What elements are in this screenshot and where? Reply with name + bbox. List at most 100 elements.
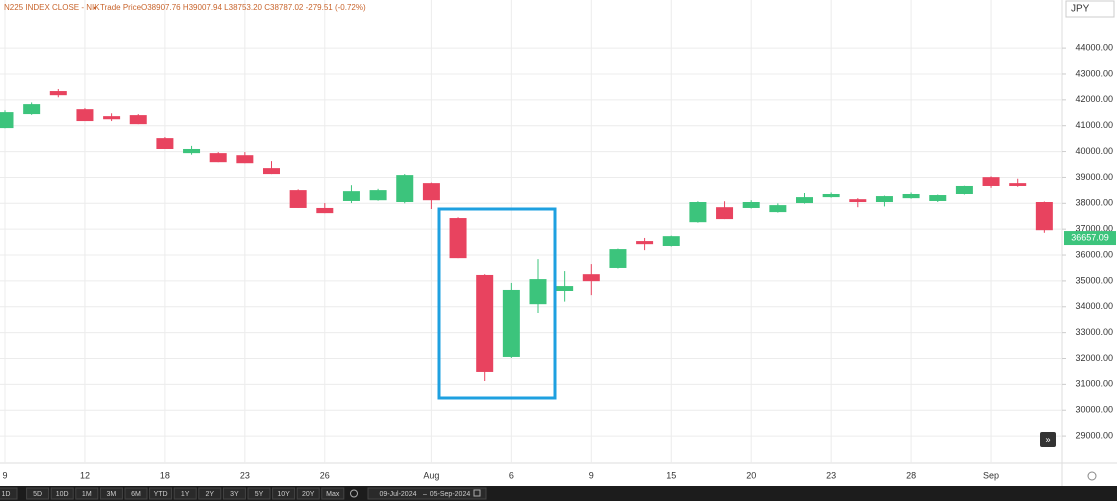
candle-body xyxy=(982,177,1000,186)
candle-body xyxy=(742,202,760,208)
y-tick-label: 35000.00 xyxy=(1075,275,1113,285)
range-button[interactable] xyxy=(124,487,148,500)
date-start[interactable]: 09-Jul-2024 xyxy=(380,491,417,498)
x-tick-label: 9 xyxy=(2,470,7,480)
y-tick-label: 40000.00 xyxy=(1075,146,1113,156)
candle-body xyxy=(902,193,920,199)
y-tick-label: 38000.00 xyxy=(1075,198,1113,208)
range-button[interactable] xyxy=(75,487,99,500)
y-tick-label: 41000.00 xyxy=(1075,120,1113,130)
price-type: Trade Price xyxy=(100,3,142,12)
y-tick-label: 32000.00 xyxy=(1075,353,1113,363)
candle-body xyxy=(156,138,174,149)
date-range-box[interactable] xyxy=(367,487,487,500)
y-tick-label: 36000.00 xyxy=(1075,249,1113,259)
currency-box[interactable] xyxy=(1065,0,1115,18)
separator xyxy=(93,6,97,10)
currency[interactable]: JPY xyxy=(1071,4,1090,15)
range-button-label[interactable]: 1M xyxy=(82,491,92,498)
y-tick-label: 37000.00 xyxy=(1075,224,1113,234)
y-tick-label: 34000.00 xyxy=(1075,301,1113,311)
candle-body xyxy=(263,168,280,175)
candle-body xyxy=(209,153,227,163)
range-button-label[interactable]: 1Y xyxy=(181,491,190,498)
candle-body xyxy=(49,91,67,96)
range-button-label[interactable]: 10D xyxy=(56,491,69,498)
range-button-label[interactable]: 5D xyxy=(33,491,42,498)
range-button-label[interactable]: YTD xyxy=(154,491,168,498)
range-button[interactable] xyxy=(222,487,246,500)
candle-body xyxy=(396,175,414,203)
range-button[interactable] xyxy=(26,487,50,500)
date-end[interactable]: 05-Sep-2024 xyxy=(430,491,471,498)
x-tick-label: 12 xyxy=(80,470,90,480)
range-button-label[interactable]: 3M xyxy=(107,491,117,498)
candle-body xyxy=(529,279,547,305)
range-buttons: 1D 5D 10D 1M 3M 6M YTD 1Y 2Y 3Y 5Y 10Y 20Y Max xyxy=(0,487,345,500)
candle-body xyxy=(342,191,360,201)
candle-body xyxy=(476,274,494,372)
compare-icon[interactable] xyxy=(350,489,358,498)
x-tick-label: 18 xyxy=(160,470,170,480)
range-button[interactable] xyxy=(149,487,173,500)
y-tick-label: 44000.00 xyxy=(1075,42,1113,52)
candle-body xyxy=(716,207,734,220)
candles xyxy=(0,88,1053,382)
candle-body xyxy=(316,207,334,214)
candle-body xyxy=(289,190,307,208)
range-button[interactable] xyxy=(321,487,345,500)
candle-body xyxy=(369,190,387,201)
candle-body xyxy=(636,241,654,245)
candle-body xyxy=(875,196,893,203)
candle-body xyxy=(955,185,973,194)
calendar-icon[interactable] xyxy=(473,489,481,497)
range-button[interactable] xyxy=(173,487,197,500)
date-separator: – xyxy=(423,491,427,498)
range-button[interactable] xyxy=(50,487,74,500)
range-button-label[interactable]: 1D xyxy=(2,491,11,498)
x-tick-label: Sep xyxy=(983,470,999,480)
chart-title: N225 INDEX CLOSE - NIK xyxy=(4,3,100,12)
candle-body xyxy=(103,116,121,120)
y-tick-label: 42000.00 xyxy=(1075,94,1113,104)
range-button[interactable] xyxy=(296,487,320,500)
range-button-label[interactable]: 6M xyxy=(131,491,141,498)
range-button-label[interactable]: 20Y xyxy=(302,491,315,498)
range-button[interactable] xyxy=(99,487,123,500)
range-button[interactable] xyxy=(198,487,222,500)
scroll-icon[interactable]: » xyxy=(1045,434,1050,444)
y-tick-label: 43000.00 xyxy=(1075,68,1113,78)
y-tick-label: 30000.00 xyxy=(1075,405,1113,415)
y-tick-label: 39000.00 xyxy=(1075,172,1113,182)
x-tick-label: 28 xyxy=(906,470,916,480)
x-tick-label: 6 xyxy=(509,470,514,480)
x-tick-label: 20 xyxy=(746,470,756,480)
settings-icon[interactable] xyxy=(1087,471,1097,481)
candle-body xyxy=(23,104,41,115)
candle-body xyxy=(183,148,201,154)
range-button[interactable] xyxy=(247,487,271,500)
range-button[interactable] xyxy=(272,487,296,500)
candle-body xyxy=(769,205,787,213)
candle-body xyxy=(502,289,520,357)
quote: O38907.76 H39007.94 L38753.20 C38787.02 … xyxy=(141,3,366,12)
y-tick-label: 31000.00 xyxy=(1075,379,1113,389)
last-price-box xyxy=(1064,231,1116,246)
range-button-label[interactable]: 3Y xyxy=(230,491,239,498)
range-button-label[interactable]: 10Y xyxy=(277,491,290,498)
range-button[interactable] xyxy=(0,487,18,500)
candle-body xyxy=(76,109,94,122)
x-tick-label: 23 xyxy=(826,470,836,480)
grid xyxy=(0,0,1062,463)
candle-body xyxy=(1035,202,1053,231)
candle-body xyxy=(1009,183,1027,186)
scroll-button[interactable] xyxy=(1040,432,1056,447)
range-button-label[interactable]: 5Y xyxy=(255,491,264,498)
range-button-label[interactable]: Max xyxy=(326,491,340,498)
candle-body xyxy=(796,197,813,204)
range-button-label[interactable]: 2Y xyxy=(206,491,215,498)
candle-body xyxy=(449,218,467,259)
